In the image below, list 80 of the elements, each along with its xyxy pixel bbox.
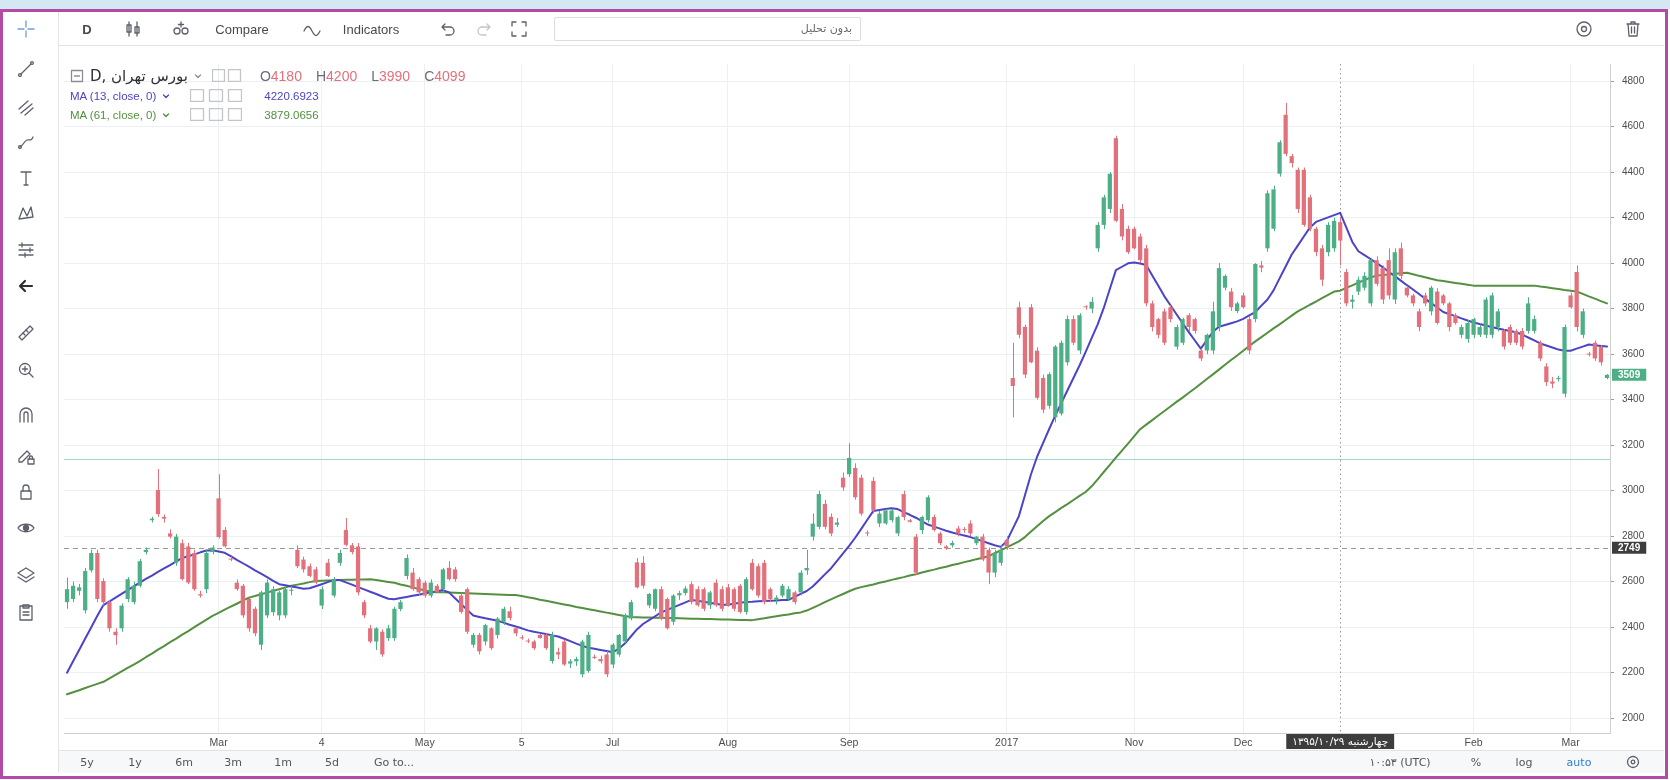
x-tick-label: Aug <box>718 736 738 749</box>
x-tick-label: Mar <box>1561 736 1581 749</box>
candlestick <box>489 626 494 651</box>
y-tick-label: 2200 <box>1622 666 1645 678</box>
x-tick-label: Jul <box>605 736 620 749</box>
legend-label: MA (61, close, 0) <box>70 108 157 121</box>
text: % <box>1470 755 1482 769</box>
text: Compare <box>215 21 269 37</box>
annotation: O4180 <box>259 67 302 84</box>
y-tick-label: 4600 <box>1622 120 1645 132</box>
y-tick-label: 4200 <box>1622 211 1645 223</box>
text: ۱۰:۵۳ (UTC) <box>1369 755 1431 769</box>
ref-line-label: 2749 <box>1618 542 1641 554</box>
x-tick-label: Nov <box>1124 736 1145 749</box>
candlestick <box>1374 255 1379 287</box>
text: D <box>82 21 92 37</box>
x-tick-label: چهارشنبه ۱۳۹۵/۱۰/۲۹ <box>1292 734 1389 748</box>
annotation: 4220.6923 <box>264 89 319 102</box>
y-tick-label: 2000 <box>1622 711 1645 723</box>
text: 6m <box>175 755 193 769</box>
y-tick-label: 4400 <box>1622 165 1645 177</box>
text: 1y <box>128 755 142 769</box>
candlestick <box>216 473 221 539</box>
y-tick-label: 3000 <box>1622 484 1645 496</box>
annotation: 3509 <box>1618 369 1641 381</box>
annotation: 3879.0656 <box>264 108 319 121</box>
candlestick <box>1083 304 1088 311</box>
text: log <box>1515 755 1533 769</box>
candlestick <box>1277 139 1282 178</box>
y-tick-label: 4000 <box>1622 256 1645 268</box>
candlestick <box>204 549 209 594</box>
candlestick <box>1453 312 1458 326</box>
candlestick <box>1259 260 1264 273</box>
candlestick <box>507 606 512 621</box>
candlestick <box>119 602 124 633</box>
x-tick-label: Mar <box>209 736 229 749</box>
candlestick <box>107 599 112 633</box>
x-tick-label: 5 <box>518 736 525 749</box>
y-tick-label: 2400 <box>1622 620 1645 632</box>
x-tick-label: Sep <box>839 736 859 749</box>
x-tick-label: 2017 <box>995 736 1019 749</box>
x-tick-label: 4 <box>318 736 325 749</box>
candlestick <box>1065 314 1070 367</box>
candlestick <box>1077 312 1082 355</box>
x-tick-label: May <box>414 736 436 749</box>
candlestick <box>1550 376 1555 389</box>
y-tick-label: 4800 <box>1622 74 1645 86</box>
candlestick <box>1071 314 1076 346</box>
x-tick-label: Dec <box>1233 736 1253 749</box>
x-tick-label: Feb <box>1464 736 1483 749</box>
candlestick <box>198 590 203 599</box>
candlestick <box>968 519 973 537</box>
text: 3m <box>224 755 242 769</box>
y-tick-label: 2600 <box>1622 575 1645 587</box>
y-tick-label: 3600 <box>1622 347 1645 359</box>
candlestick <box>568 658 573 669</box>
chart-title: D, بورس تهران <box>90 66 188 85</box>
annotation: C4099 <box>424 67 466 84</box>
candlestick <box>404 553 409 580</box>
candlestick <box>392 606 397 642</box>
text: Go to... <box>373 755 415 769</box>
candlestick <box>398 599 403 612</box>
y-tick-label: 3200 <box>1622 438 1645 450</box>
candlestick <box>101 577 106 607</box>
candlestick <box>410 567 415 592</box>
candlestick <box>586 631 591 674</box>
text: 5d <box>325 755 339 769</box>
text: auto <box>1566 755 1592 769</box>
legend-label: MA (13, close, 0) <box>70 89 157 102</box>
text: 5y <box>80 755 94 769</box>
text-field: بدون تحلیل <box>554 17 861 41</box>
annotation: L3990 <box>371 67 411 84</box>
candlestick <box>1568 292 1573 310</box>
y-tick-label: 3400 <box>1622 393 1645 405</box>
text: Indicators <box>342 21 400 37</box>
annotation: H4200 <box>315 67 358 84</box>
y-tick-label: 2800 <box>1622 529 1645 541</box>
candlestick <box>792 590 797 605</box>
y-tick-label: 3800 <box>1622 302 1645 314</box>
text: 1m <box>274 755 292 769</box>
